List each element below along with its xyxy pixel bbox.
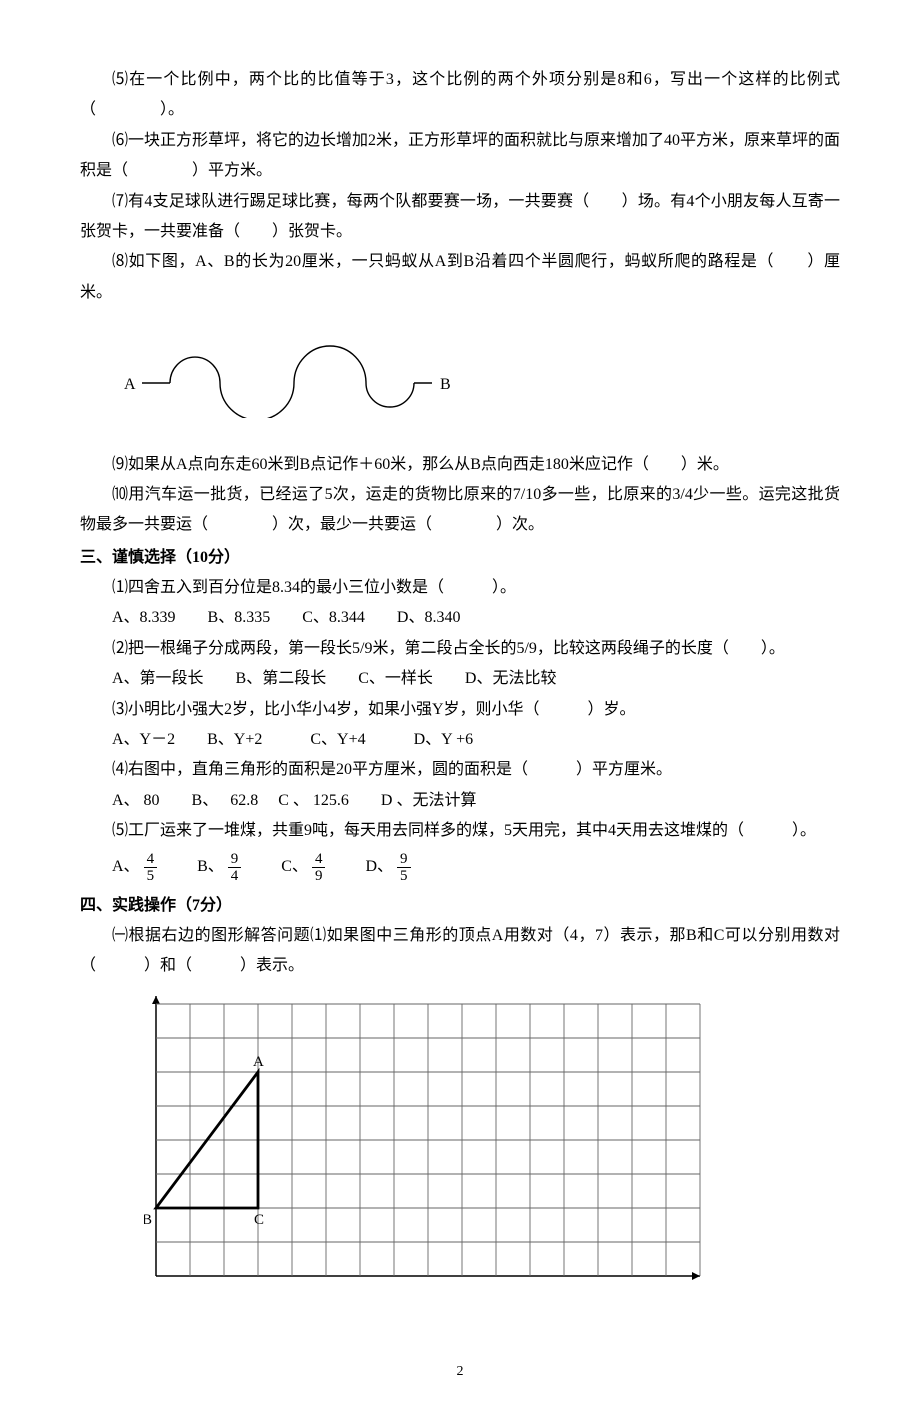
question-9: ⑼如果从A点向东走60米到B点记作＋60米，那么从B点向西走180米应记作（ ）… bbox=[80, 450, 840, 480]
frac-a-num: 4 bbox=[144, 851, 158, 869]
opt-d-label: D、 bbox=[365, 852, 393, 882]
svg-text:B: B bbox=[440, 376, 451, 393]
fraction-a: 4 5 bbox=[144, 851, 158, 885]
s3-question-4: ⑷右图中，直角三角形的面积是20平方厘米，圆的面积是（ ）平方厘米。 bbox=[80, 755, 840, 785]
page-number: 2 bbox=[80, 1359, 840, 1386]
semicircle-path-figure: AB bbox=[112, 328, 840, 429]
opt-d: D、 9 5 bbox=[365, 851, 410, 885]
question-8: ⑻如下图，A、B的长为20厘米，一只蚂蚁从A到B沿着四个半圆爬行，蚂蚁所爬的路程… bbox=[80, 247, 840, 308]
opt-a: A、 4 5 bbox=[112, 851, 157, 885]
s3-question-5: ⑸工厂运来了一堆煤，共重9吨，每天用去同样多的煤，5天用完，其中4天用去这堆煤的… bbox=[80, 816, 840, 846]
fraction-b: 9 4 bbox=[228, 851, 242, 885]
section-4-title: 四、实践操作（7分） bbox=[80, 891, 840, 921]
fraction-d: 9 5 bbox=[397, 851, 411, 885]
svg-text:A: A bbox=[124, 376, 136, 393]
question-6: ⑹一块正方形草坪，将它的边长增加2米，正方形草坪的面积就比与原来增加了40平方米… bbox=[80, 126, 840, 187]
section-3-title: 三、谨慎选择（10分） bbox=[80, 543, 840, 573]
frac-b-den: 4 bbox=[228, 868, 242, 885]
frac-a-den: 5 bbox=[144, 868, 158, 885]
s4-question-1: ㈠根据右边的图形解答问题⑴如果图中三角形的顶点A用数对（4，7）表示，那B和C可… bbox=[80, 921, 840, 982]
opt-b: B、 9 4 bbox=[197, 851, 241, 885]
s3-q2-options: A、第一段长 B、第二段长 C、一样长 D、无法比较 bbox=[80, 664, 840, 694]
question-5: ⑸在一个比例中，两个比的比值等于3，这个比例的两个外项分别是8和6，写出一个这样… bbox=[80, 65, 840, 126]
svg-text:C: C bbox=[254, 1212, 264, 1228]
frac-c-num: 4 bbox=[312, 851, 326, 869]
s3-question-1: ⑴四舍五入到百分位是8.34的最小三位小数是（ ）。 bbox=[80, 573, 840, 603]
frac-d-num: 9 bbox=[397, 851, 411, 869]
triangle-grid-figure: A B C bbox=[144, 994, 840, 1299]
frac-b-num: 9 bbox=[228, 851, 242, 869]
semicircle-svg: AB bbox=[112, 328, 462, 418]
question-10: ⑽用汽车运一批货，已经运了5次，运走的货物比原来的7/10多一些，比原来的3/4… bbox=[80, 480, 840, 541]
s3-q4-options: A、 80 B、 62.8 C 、 125.6 D 、无法计算 bbox=[80, 786, 840, 816]
s3-q5-paren: A、 4 5 B、 9 4 C、 4 9 D、 9 5 bbox=[80, 851, 840, 885]
svg-text:B: B bbox=[144, 1212, 152, 1228]
frac-d-den: 5 bbox=[397, 868, 411, 885]
s3-q1-options: A、8.339 B、8.335 C、8.344 D、8.340 bbox=[80, 603, 840, 633]
question-7: ⑺有4支足球队进行踢足球比赛，每两个队都要赛一场，一共要赛（ ）场。有4个小朋友… bbox=[80, 187, 840, 248]
frac-c-den: 9 bbox=[312, 868, 326, 885]
opt-a-label: A、 bbox=[112, 852, 140, 882]
opt-b-label: B、 bbox=[197, 852, 224, 882]
s3-question-3: ⑶小明比小强大2岁，比小华小4岁，如果小强Y岁，则小华（ ）岁。 bbox=[80, 695, 840, 725]
s3-q3-options: A、Y－2 B、Y+2 C、Y+4 D、Y +6 bbox=[80, 725, 840, 755]
opt-c-label: C、 bbox=[281, 852, 308, 882]
grid-svg: A B C bbox=[144, 994, 704, 1288]
s3-question-2: ⑵把一根绳子分成两段，第一段长5/9米，第二段占全长的5/9，比较这两段绳子的长… bbox=[80, 634, 840, 664]
svg-text:A: A bbox=[253, 1054, 264, 1070]
s3-q5-options: A、 4 5 B、 9 4 C、 4 9 D、 9 5 bbox=[80, 851, 840, 885]
fraction-c: 4 9 bbox=[312, 851, 326, 885]
opt-c: C、 4 9 bbox=[281, 851, 325, 885]
